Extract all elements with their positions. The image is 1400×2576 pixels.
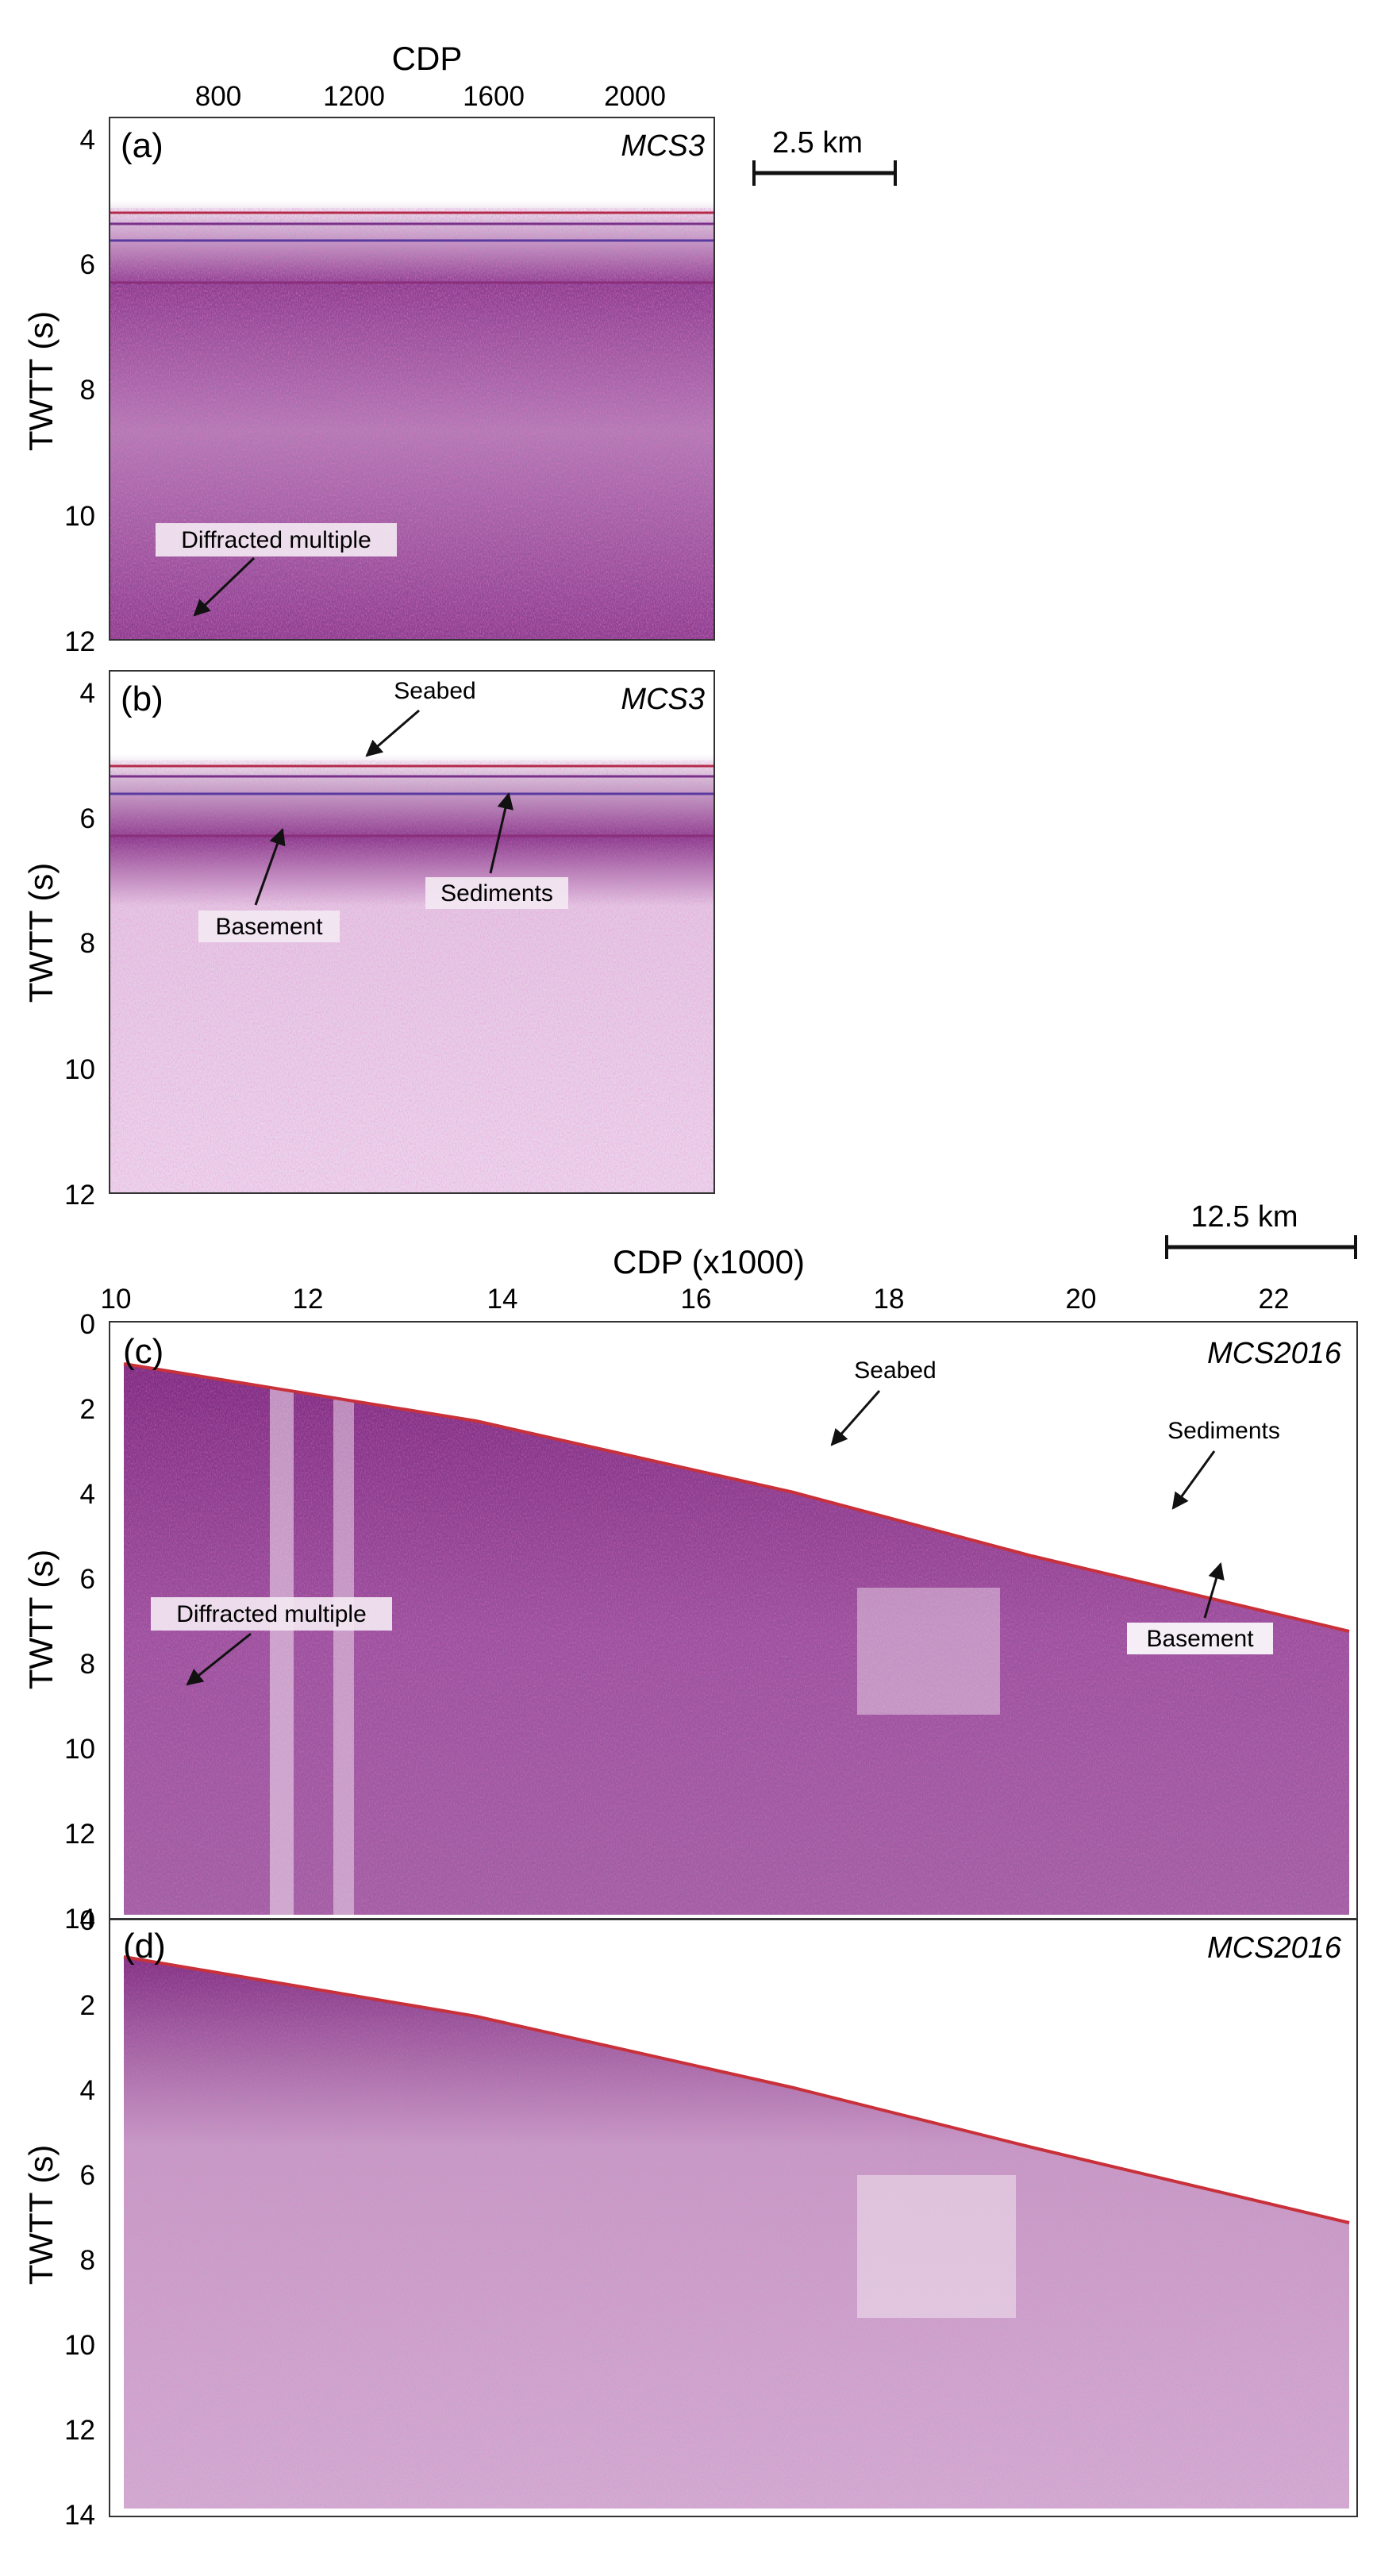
top-axis-upper-tick: 1200 xyxy=(323,81,385,112)
panel-a-annotation-diffracted-multiple: Diffracted multiple xyxy=(181,527,371,553)
panel-d-ytick: 2 xyxy=(80,1990,95,2021)
top-axis-lower-tick: 18 xyxy=(874,1284,905,1315)
panel-b-ytick: 4 xyxy=(80,678,95,709)
panel-b-annotations: Seabed Basement Sediments xyxy=(198,678,568,942)
panel-a-ytick: 4 xyxy=(80,125,95,156)
top-axis-lower-tick: 22 xyxy=(1259,1284,1290,1315)
panel-a-ytick: 8 xyxy=(80,375,95,406)
panel-c-annotation-basement: Basement xyxy=(1146,1626,1254,1652)
panel-a-name: MCS3 xyxy=(621,129,705,163)
top-axis-lower-tick: 12 xyxy=(293,1284,324,1315)
panel-b-ytick: 12 xyxy=(64,1180,95,1211)
panel-c-ytick: 0 xyxy=(80,1309,95,1340)
panel-d-ylabel: TWTT (s) xyxy=(22,2145,60,2285)
scale-bar-lower: 12.5 km xyxy=(1165,1200,1357,1259)
panel-c-yaxis: 0 2 4 6 8 10 12 14 TWTT (s) xyxy=(22,1309,95,1935)
panel-c-annotation-diffracted-multiple: Diffracted multiple xyxy=(176,1601,367,1627)
panel-c-ylabel: TWTT (s) xyxy=(22,1550,60,1690)
panel-c-ytick: 2 xyxy=(80,1394,95,1425)
top-axis-lower-title: CDP (x1000) xyxy=(613,1243,805,1280)
panel-c-ytick: 6 xyxy=(80,1564,95,1595)
panel-a-seismic-texture-blue xyxy=(110,208,714,640)
panel-d-frame xyxy=(109,1919,1358,2517)
panel-b: (b) MCS3 4 6 8 10 12 TWTT (s) Seabed Bas… xyxy=(22,670,715,1211)
panel-a-annotation: Diffracted multiple xyxy=(156,523,397,617)
panel-d-seabed-reflector xyxy=(123,1955,1350,2224)
panel-a-reflectors xyxy=(110,211,714,284)
panel-d-name: MCS2016 xyxy=(1207,1931,1342,1965)
panel-d-ytick: 8 xyxy=(80,2245,95,2276)
panel-d-yaxis: 0 2 4 6 8 10 12 14 TWTT (s) xyxy=(22,1905,95,2531)
panel-a-frame xyxy=(109,117,715,641)
panel-b-seismic-texture-blue xyxy=(110,760,714,1193)
top-axis-lower-tick: 14 xyxy=(487,1284,518,1315)
panel-c: (c) MCS2016 0 2 4 6 8 10 12 14 TWTT (s) … xyxy=(22,1309,1358,1935)
panel-b-frame xyxy=(109,670,715,1194)
panel-c-ytick: 12 xyxy=(64,1819,95,1850)
panel-a-ytick: 6 xyxy=(80,249,95,280)
scale-bar-upper-label: 2.5 km xyxy=(772,126,863,160)
panel-d-ytick: 12 xyxy=(64,2415,95,2446)
panel-d-label: (d) xyxy=(123,1927,166,1966)
panel-b-reflectors xyxy=(110,764,714,837)
scale-bar-lower-label: 12.5 km xyxy=(1190,1200,1298,1234)
panel-a-ytick: 12 xyxy=(64,626,95,657)
panel-a-ylabel: TWTT (s) xyxy=(22,311,60,452)
panel-b-ytick: 10 xyxy=(64,1054,95,1085)
panel-c-annotation-seabed: Seabed xyxy=(854,1357,936,1384)
panel-b-name: MCS3 xyxy=(621,683,705,716)
panel-c-name: MCS2016 xyxy=(1207,1337,1342,1370)
panel-c-ytick: 4 xyxy=(80,1479,95,1510)
panel-b-ytick: 6 xyxy=(80,803,95,834)
top-axis-lower-tick: 20 xyxy=(1066,1284,1097,1315)
panel-b-ytick: 8 xyxy=(80,928,95,959)
top-axis-upper: CDP 800 1200 1600 2000 xyxy=(195,40,666,112)
top-axis-lower-tick: 10 xyxy=(101,1284,132,1315)
panel-d-ytick: 14 xyxy=(64,2500,95,2531)
top-axis-upper-tick: 800 xyxy=(195,81,241,112)
panel-c-ytick: 14 xyxy=(64,1904,95,1935)
panel-b-ylabel: TWTT (s) xyxy=(22,863,60,1003)
top-axis-lower-tick: 16 xyxy=(681,1284,712,1315)
panel-c-seabed-reflector xyxy=(123,1362,1350,1633)
panel-b-annotation-sediments: Sediments xyxy=(440,880,553,907)
top-axis-upper-tick: 2000 xyxy=(604,81,666,112)
panel-a-yaxis: 4 6 8 10 12 TWTT (s) xyxy=(22,125,95,657)
panel-b-yaxis: 4 6 8 10 12 TWTT (s) xyxy=(22,678,95,1211)
panel-d-ytick: 4 xyxy=(80,2075,95,2106)
panel-d-ytick: 0 xyxy=(80,1905,95,1936)
panel-a-label: (a) xyxy=(121,126,163,165)
panel-c-annotation-sediments: Sediments xyxy=(1167,1418,1280,1444)
panel-c-ytick: 8 xyxy=(80,1649,95,1680)
panel-b-annotation-seabed: Seabed xyxy=(394,678,475,704)
panel-c-ytick: 10 xyxy=(64,1734,95,1765)
scale-bar-upper: 2.5 km xyxy=(752,126,897,186)
panel-a-ytick: 10 xyxy=(64,501,95,532)
top-axis-upper-tick: 1600 xyxy=(463,81,525,112)
panel-d-ytick: 10 xyxy=(64,2330,95,2361)
panel-d: (d) MCS2016 0 2 4 6 8 10 12 14 TWTT (s) xyxy=(22,1905,1358,2531)
panel-b-annotation-basement: Basement xyxy=(215,914,323,940)
top-axis-upper-title: CDP xyxy=(392,40,463,77)
panel-c-annotations: Seabed Sediments Diffracted multiple Bas… xyxy=(151,1354,1298,1686)
panel-d-ytick: 6 xyxy=(80,2160,95,2191)
top-axis-lower: CDP (x1000) 10 12 14 16 18 20 22 xyxy=(101,1243,1290,1315)
panel-b-label: (b) xyxy=(121,680,163,718)
panel-a: (a) MCS3 4 6 8 10 12 TWTT (s) Diffracted… xyxy=(22,117,715,657)
panel-c-label: (c) xyxy=(123,1332,163,1371)
